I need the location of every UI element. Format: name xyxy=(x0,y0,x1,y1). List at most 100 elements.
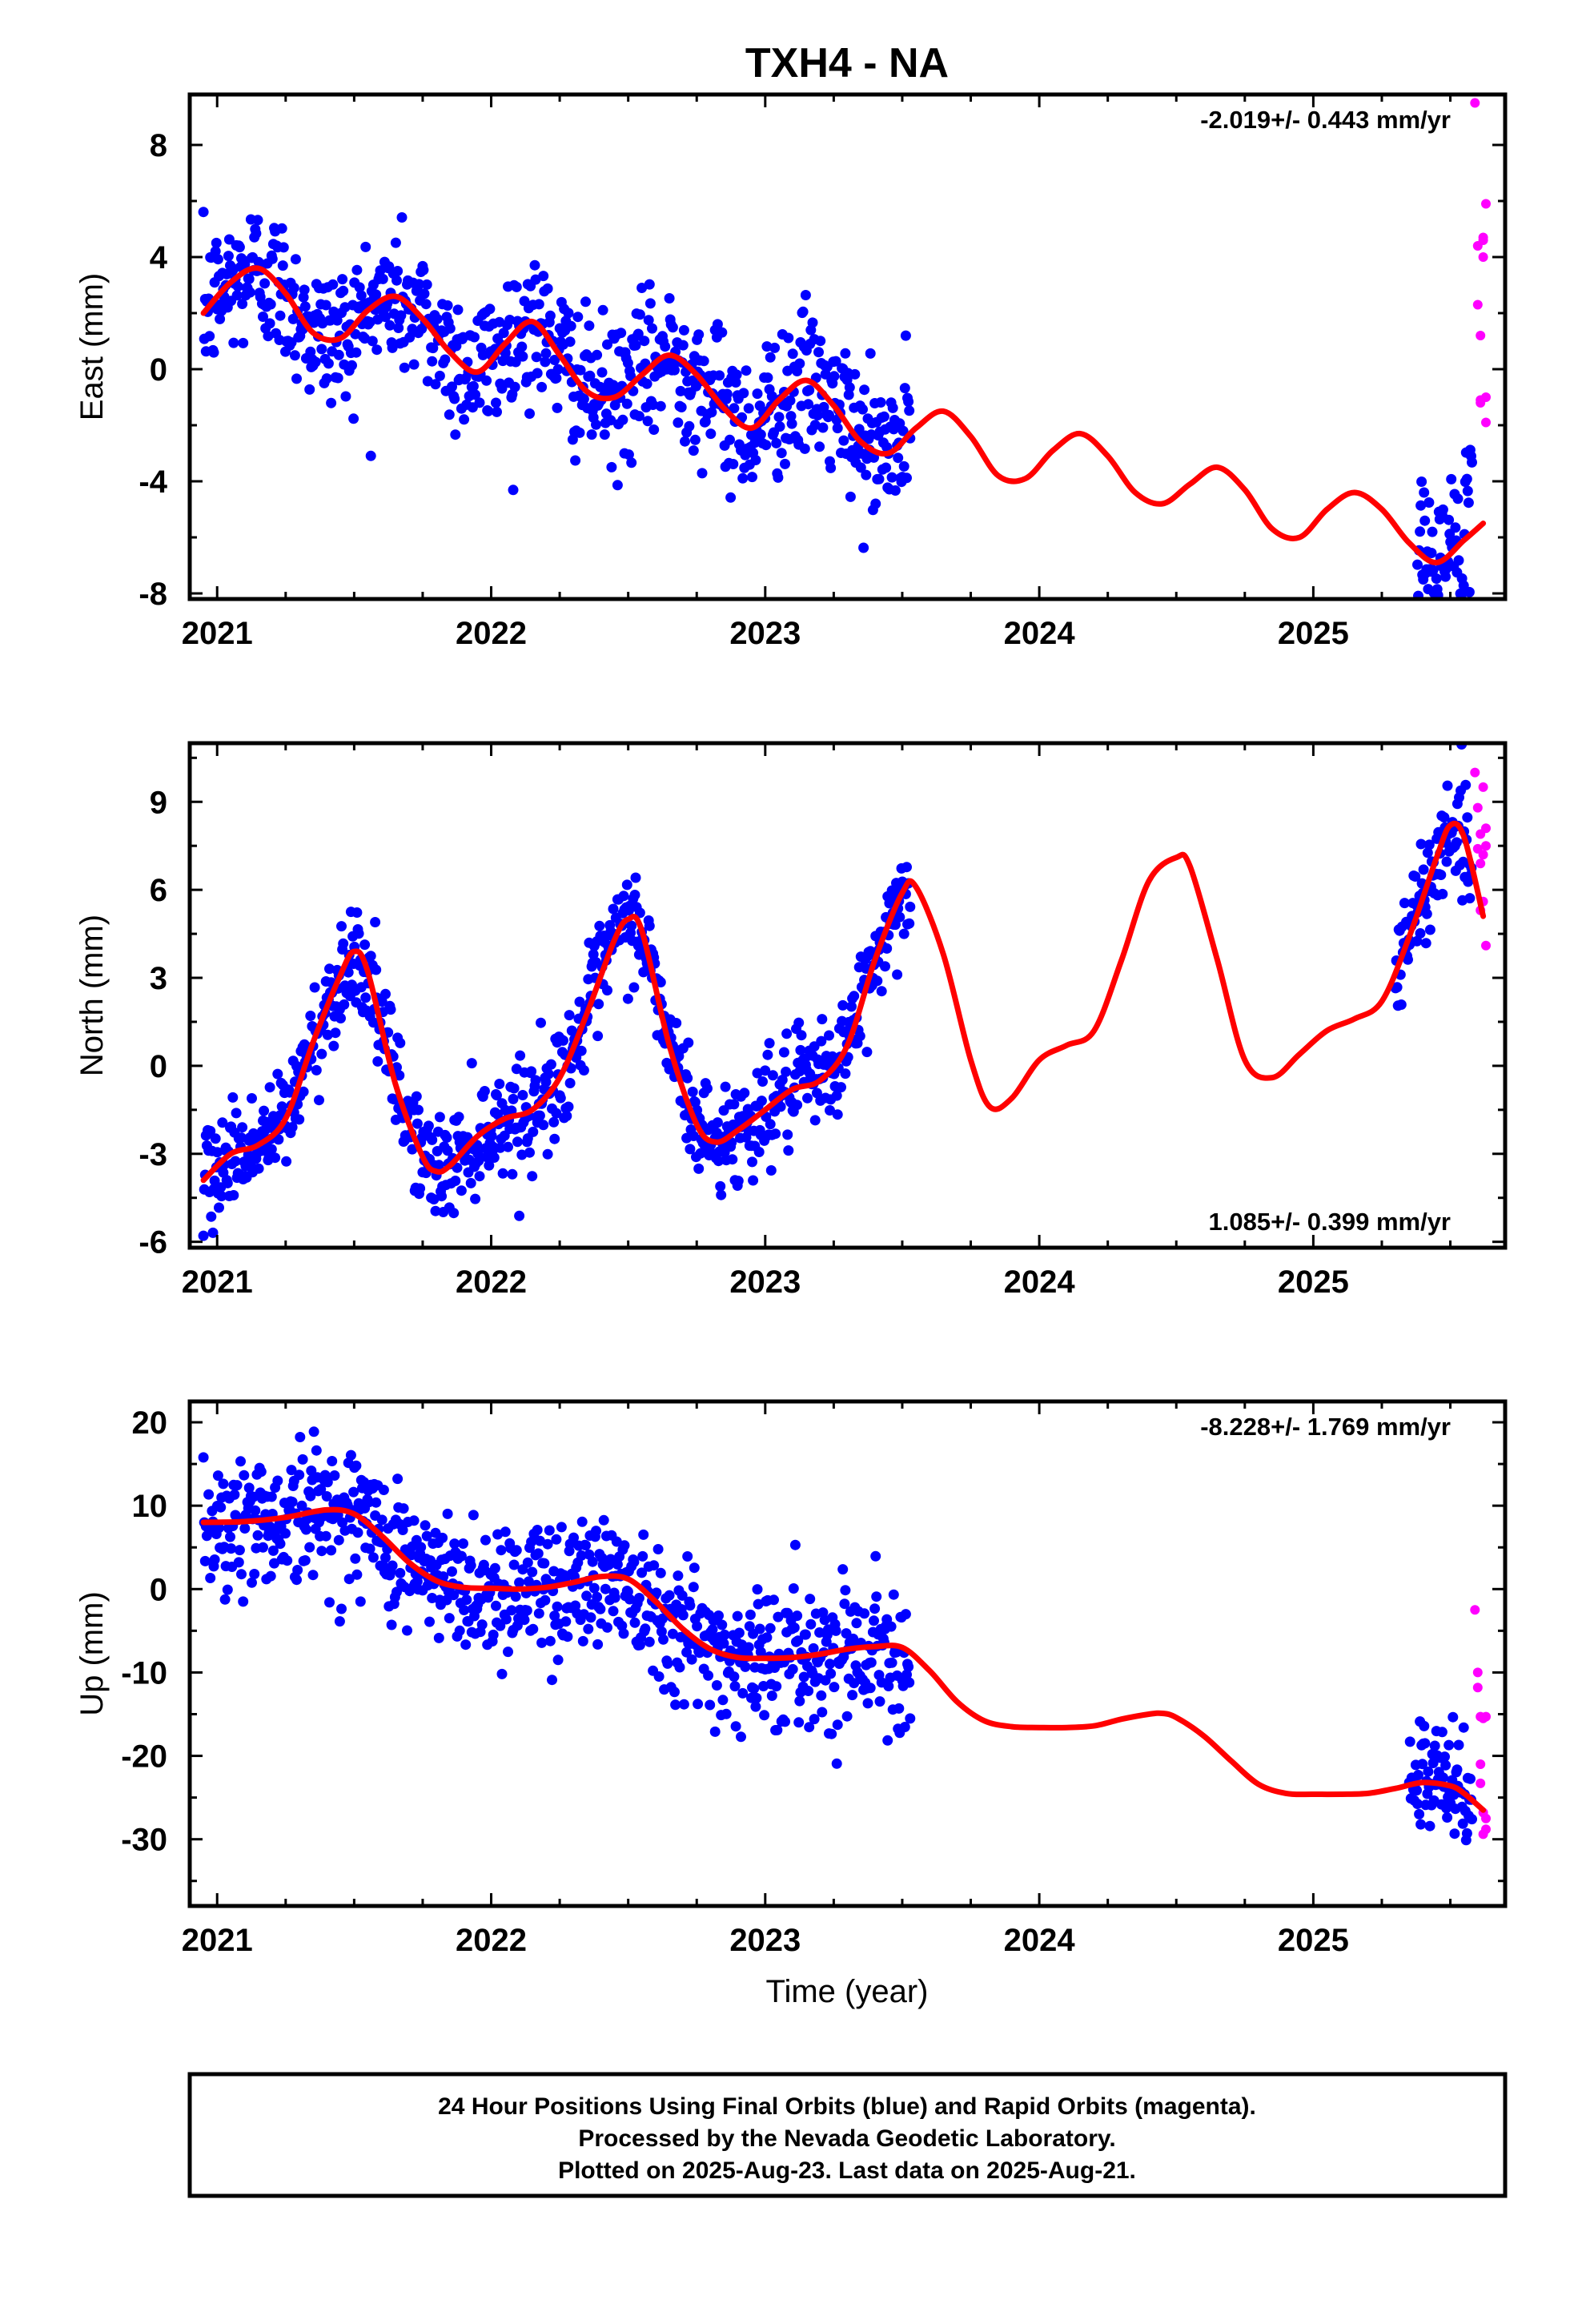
final-point xyxy=(897,425,909,436)
final-point xyxy=(304,384,315,395)
plot-area xyxy=(198,743,1491,1241)
y-tick-label: -30 xyxy=(121,1823,167,1858)
final-point xyxy=(377,273,388,284)
x-tick-label: 2024 xyxy=(1004,616,1076,651)
final-point xyxy=(859,384,870,396)
final-point xyxy=(384,320,396,331)
final-point xyxy=(1437,888,1448,899)
final-point xyxy=(568,1532,579,1543)
final-point xyxy=(335,1013,346,1023)
final-point xyxy=(1410,871,1421,882)
final-point xyxy=(718,1638,729,1649)
final-point xyxy=(1441,856,1452,867)
final-point xyxy=(538,1120,549,1131)
final-point xyxy=(250,1505,261,1516)
final-point xyxy=(442,1145,453,1156)
final-point xyxy=(632,328,644,340)
final-point xyxy=(825,1105,835,1116)
final-point xyxy=(470,389,481,400)
final-point xyxy=(898,460,909,472)
final-point xyxy=(901,862,912,873)
final-point xyxy=(693,1163,705,1174)
final-point xyxy=(727,1154,738,1165)
y-tick-label: 4 xyxy=(150,240,168,275)
final-point xyxy=(766,1691,777,1701)
final-point xyxy=(901,472,912,484)
final-point xyxy=(230,1156,241,1167)
final-point xyxy=(515,1050,526,1061)
final-point xyxy=(540,1594,551,1606)
final-point xyxy=(533,1608,544,1619)
final-point xyxy=(438,1571,449,1582)
y-tick-label: 8 xyxy=(150,128,167,163)
velocity-annotation: 1.085+/- 0.399 mm/yr xyxy=(1209,1208,1451,1236)
final-point xyxy=(788,1583,799,1594)
final-point xyxy=(330,1027,341,1039)
final-point xyxy=(1413,1770,1423,1780)
final-point xyxy=(440,354,451,365)
final-point xyxy=(556,1522,567,1533)
final-point xyxy=(1440,571,1451,582)
final-point xyxy=(500,1614,512,1625)
final-point xyxy=(899,383,910,394)
final-point xyxy=(215,1502,227,1513)
final-point xyxy=(211,237,222,248)
final-point xyxy=(765,1119,776,1130)
final-point xyxy=(616,328,627,339)
final-point xyxy=(609,400,620,411)
final-point xyxy=(530,274,541,285)
final-point xyxy=(452,1162,463,1173)
final-point xyxy=(465,1560,476,1571)
final-point xyxy=(506,1605,517,1616)
final-point xyxy=(904,1677,915,1688)
y-tick-label: 3 xyxy=(150,961,167,996)
final-point xyxy=(253,1163,264,1174)
final-point xyxy=(805,1618,817,1630)
final-point xyxy=(272,1475,283,1486)
y-tick-label: -10 xyxy=(121,1655,167,1691)
final-point xyxy=(461,1594,472,1606)
final-point xyxy=(386,1619,397,1630)
final-point xyxy=(774,421,785,432)
final-point xyxy=(854,1031,865,1042)
final-point xyxy=(826,1728,837,1739)
final-point xyxy=(448,1208,460,1219)
final-point xyxy=(264,318,275,329)
y-axis-label: East (mm) xyxy=(74,273,110,420)
x-tick-label: 2023 xyxy=(729,616,801,651)
final-point xyxy=(507,1168,518,1180)
final-point xyxy=(532,368,543,379)
final-point xyxy=(222,1584,233,1595)
final-point xyxy=(237,1122,248,1133)
x-tick-label: 2024 xyxy=(1004,1265,1076,1300)
rapid-point xyxy=(1472,802,1483,813)
final-point xyxy=(287,1497,298,1507)
x-tick-label: 2021 xyxy=(182,1265,253,1300)
plot-area xyxy=(198,98,1491,599)
final-point xyxy=(528,1623,539,1634)
final-point xyxy=(351,1569,363,1580)
final-point xyxy=(857,404,868,415)
final-point xyxy=(334,1616,345,1627)
final-point xyxy=(1415,500,1427,511)
final-point xyxy=(481,375,492,386)
final-point xyxy=(394,1070,405,1081)
final-point xyxy=(846,1001,857,1012)
final-point xyxy=(225,1531,235,1542)
final-point xyxy=(838,435,849,446)
final-point xyxy=(773,472,784,483)
final-point xyxy=(453,1112,464,1123)
final-point xyxy=(340,391,351,402)
final-point xyxy=(299,1555,311,1566)
rapid-point xyxy=(1481,417,1491,428)
final-point xyxy=(434,370,445,381)
rapid-point xyxy=(1476,1778,1486,1788)
y-tick-label: -8 xyxy=(139,577,167,612)
final-point xyxy=(567,434,578,445)
final-point xyxy=(677,340,689,351)
panels: 2021 2022 2023 2024 2025 -8 -4 0 4 8 East (mm) -2.0… xyxy=(74,92,1508,1958)
final-point xyxy=(298,1086,309,1097)
final-point xyxy=(449,393,460,404)
final-point xyxy=(468,1510,479,1521)
final-point xyxy=(398,1503,409,1514)
